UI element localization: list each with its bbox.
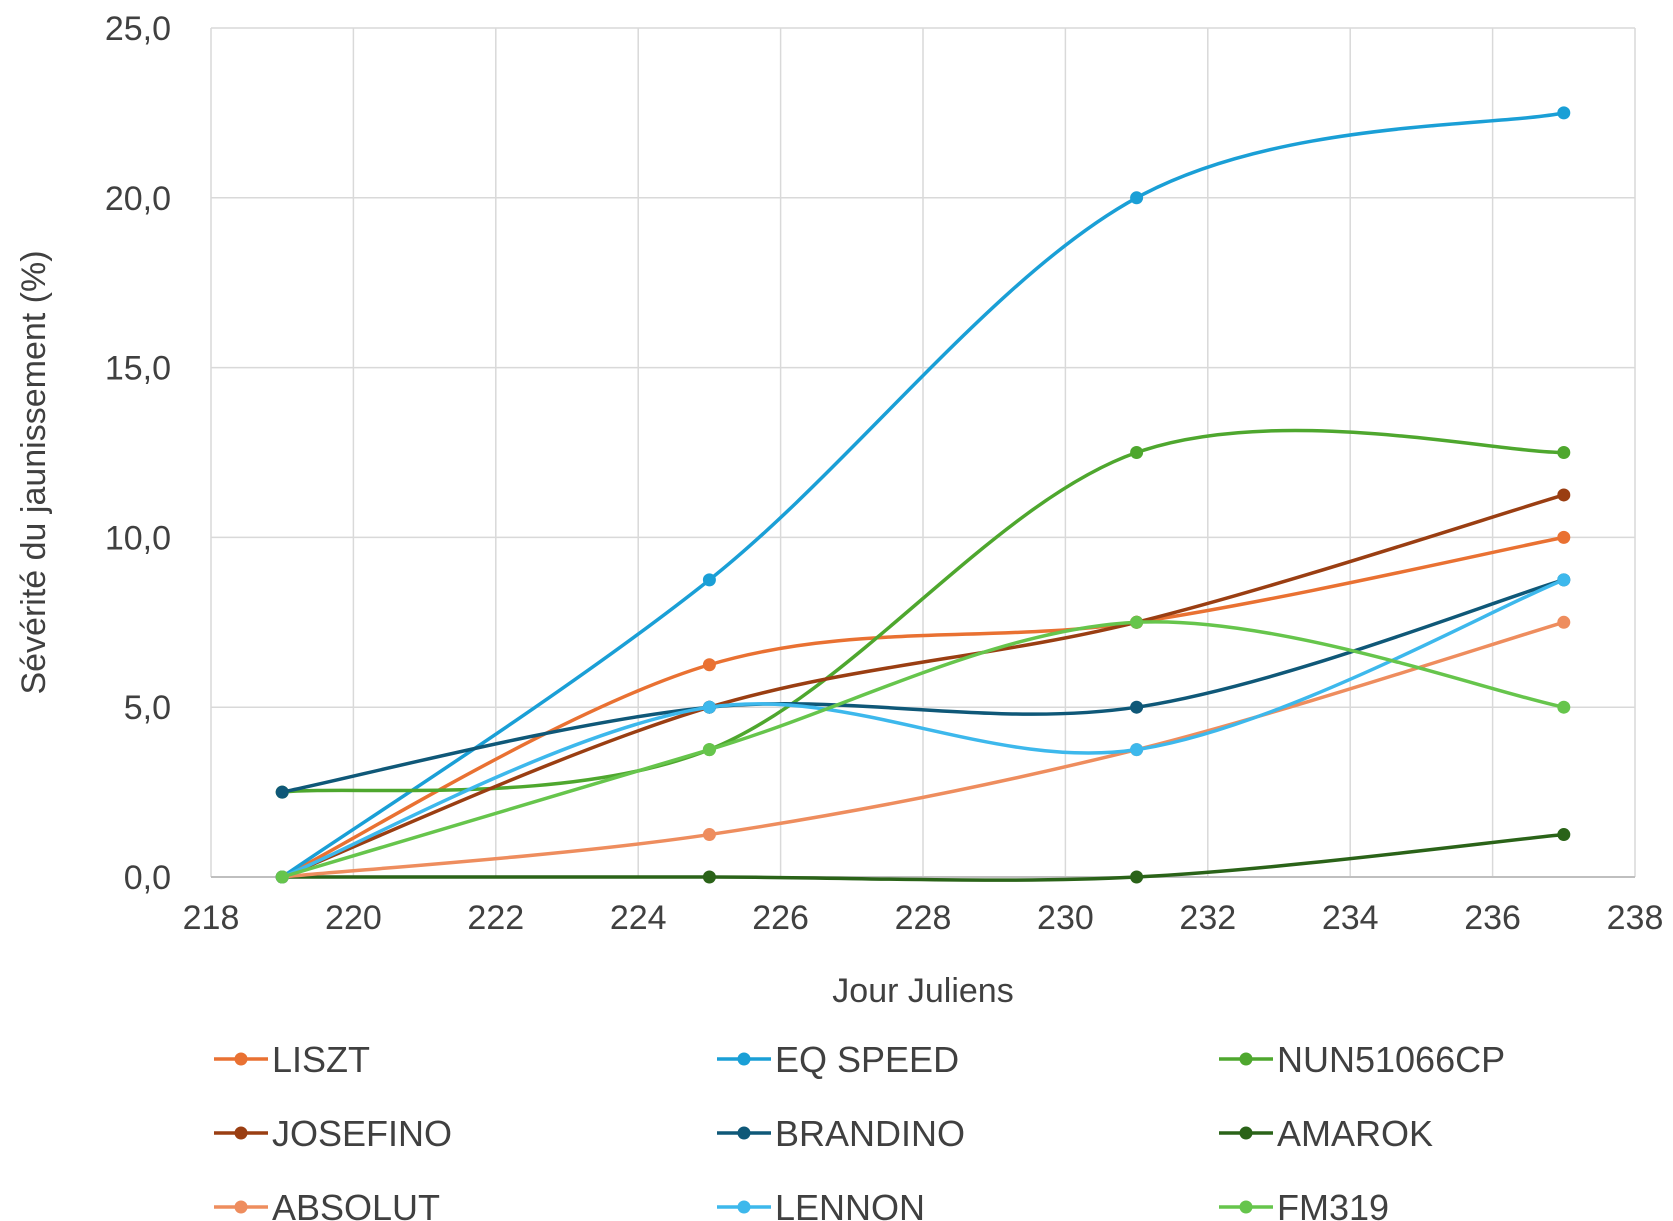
- legend-swatch-marker: [737, 1126, 751, 1140]
- data-point-amarok: [702, 870, 716, 884]
- legend-swatch-marker: [737, 1052, 751, 1066]
- y-tick-label: 25,0: [105, 10, 171, 48]
- data-point-liszt: [702, 658, 716, 672]
- legend-item-josefino: JOSEFINO: [214, 1113, 452, 1154]
- data-point-eq-speed: [702, 573, 716, 587]
- data-point-amarok: [1130, 870, 1144, 884]
- x-tick-label: 232: [1179, 899, 1236, 937]
- series-line-nun51066cp: [280, 428, 1566, 794]
- x-tick-label: 226: [752, 899, 809, 937]
- legend-item-nun51066cp: NUN51066CP: [1219, 1039, 1505, 1080]
- legend-swatch-marker: [234, 1200, 248, 1214]
- x-tick-label: 234: [1322, 899, 1379, 937]
- series-line-brandino: [280, 578, 1566, 794]
- legend-label: BRANDINO: [775, 1113, 965, 1154]
- series-line-amarok: [280, 832, 1566, 882]
- data-point-lennon: [1557, 573, 1571, 587]
- data-point-fm319: [702, 743, 716, 757]
- legend-swatch-marker: [1239, 1126, 1253, 1140]
- x-tick-label: 222: [467, 899, 524, 937]
- legend-item-brandino: BRANDINO: [717, 1113, 965, 1154]
- legend-swatch-marker: [234, 1052, 248, 1066]
- legend-label: EQ SPEED: [775, 1039, 959, 1080]
- legend-item-liszt: LISZT: [214, 1039, 370, 1080]
- y-tick-label: 5,0: [124, 689, 171, 727]
- x-tick-label: 220: [325, 899, 382, 937]
- series-line-josefino: [280, 493, 1566, 879]
- legend: LISZT EQ SPEED NUN51066CP JOSEFINO BRANDINO A…: [214, 1039, 1505, 1221]
- legend-item-absolut: ABSOLUT: [214, 1187, 440, 1221]
- legend-item-fm319: FM319: [1219, 1187, 1389, 1221]
- series-line-absolut: [280, 620, 1566, 879]
- legend-swatch-marker: [234, 1126, 248, 1140]
- series-line-fm319: [280, 620, 1566, 879]
- x-tick-label: 218: [183, 899, 240, 937]
- data-point-lennon: [702, 700, 716, 714]
- legend-label: AMAROK: [1277, 1113, 1433, 1154]
- data-point-josefino: [1557, 488, 1571, 502]
- x-tick-label: 238: [1607, 899, 1664, 937]
- legend-swatch-marker: [1239, 1200, 1253, 1214]
- data-point-brandino: [275, 785, 289, 799]
- legend-swatch-marker: [1239, 1052, 1253, 1066]
- data-point-fm319: [1557, 700, 1571, 714]
- data-point-eq-speed: [1557, 106, 1571, 120]
- series-amarok: [275, 828, 1571, 884]
- series-fm319: [275, 615, 1571, 884]
- data-point-fm319: [1130, 615, 1144, 629]
- grid: [210, 27, 1636, 878]
- series-line-liszt: [280, 535, 1566, 879]
- legend-label: FM319: [1277, 1187, 1389, 1221]
- legend-item-amarok: AMAROK: [1219, 1113, 1433, 1154]
- legend-label: ABSOLUT: [272, 1187, 440, 1221]
- y-tick-label: 20,0: [105, 180, 171, 218]
- data-point-eq-speed: [1130, 191, 1144, 205]
- x-tick-label: 228: [895, 899, 952, 937]
- legend-label: NUN51066CP: [1277, 1039, 1505, 1080]
- legend-label: LENNON: [775, 1187, 925, 1221]
- x-tick-label: 230: [1037, 899, 1094, 937]
- series-lines: [275, 106, 1571, 884]
- x-tick-label: 224: [610, 899, 667, 937]
- legend-swatch-marker: [737, 1200, 751, 1214]
- data-point-brandino: [1130, 700, 1144, 714]
- legend-label: JOSEFINO: [272, 1113, 452, 1154]
- data-point-fm319: [275, 870, 289, 884]
- data-point-absolut: [1557, 615, 1571, 629]
- data-point-absolut: [702, 828, 716, 842]
- y-axis-title: Sévérité du jaunissement (%): [15, 250, 53, 694]
- data-point-amarok: [1557, 828, 1571, 842]
- legend-item-lennon: LENNON: [717, 1187, 925, 1221]
- data-point-nun51066cp: [1557, 446, 1571, 459]
- y-tick-label: 15,0: [105, 350, 171, 388]
- axes: 218 220 222 224 226 228 230 232 234 236 238 0,0 5,0 1…: [105, 10, 1664, 937]
- y-tick-label: 0,0: [124, 859, 171, 897]
- x-tick-label: 236: [1464, 899, 1521, 937]
- legend-label: LISZT: [272, 1039, 370, 1080]
- x-axis-title: Jour Juliens: [832, 972, 1013, 1010]
- data-point-nun51066cp: [1130, 446, 1144, 459]
- data-point-liszt: [1557, 530, 1571, 544]
- legend-item-eq-speed: EQ SPEED: [717, 1039, 959, 1080]
- data-point-lennon: [1130, 743, 1144, 757]
- series-line-lennon: [280, 578, 1566, 879]
- y-tick-label: 10,0: [105, 519, 171, 557]
